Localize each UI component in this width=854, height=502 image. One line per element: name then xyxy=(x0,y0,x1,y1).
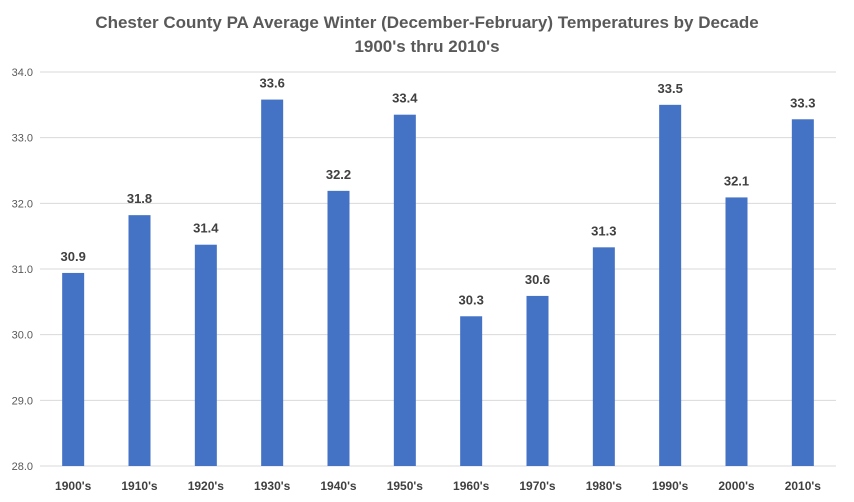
bar xyxy=(128,215,151,466)
x-tick-label: 2010's xyxy=(785,479,822,493)
y-tick-label: 32.0 xyxy=(12,198,33,210)
x-tick-label: 1930's xyxy=(254,479,291,493)
chart-subtitle: 1900's thru 2010's xyxy=(354,37,500,56)
x-tick-label: 1970's xyxy=(519,479,556,493)
data-label: 32.1 xyxy=(724,173,749,188)
bar xyxy=(194,244,217,466)
x-tick-label: 1900's xyxy=(55,479,92,493)
x-tick-label: 1950's xyxy=(387,479,424,493)
data-label: 33.6 xyxy=(260,76,285,91)
bar xyxy=(327,190,350,466)
data-label: 31.3 xyxy=(591,223,616,238)
bar xyxy=(460,316,483,466)
x-tick-label: 1920's xyxy=(188,479,225,493)
x-tick-label: 1980's xyxy=(586,479,623,493)
data-label: 30.9 xyxy=(61,249,86,264)
y-tick-label: 34.0 xyxy=(12,67,33,79)
y-tick-label: 33.0 xyxy=(12,133,33,145)
x-tick-label: 1910's xyxy=(121,479,158,493)
y-tick-label: 28.0 xyxy=(12,461,33,473)
bar xyxy=(659,104,682,466)
data-label: 30.6 xyxy=(525,272,550,287)
x-tick-label: 1940's xyxy=(320,479,357,493)
y-tick-label: 31.0 xyxy=(12,264,33,276)
bar xyxy=(592,247,615,466)
data-label: 32.2 xyxy=(326,167,351,182)
bar xyxy=(791,119,814,466)
data-label: 30.3 xyxy=(459,292,484,307)
bar xyxy=(725,197,748,466)
data-label: 31.4 xyxy=(193,221,219,236)
data-label: 31.8 xyxy=(127,191,152,206)
bar xyxy=(62,272,85,466)
data-label: 33.3 xyxy=(790,95,815,110)
bar xyxy=(526,295,549,466)
x-tick-label: 1990's xyxy=(652,479,689,493)
bar xyxy=(393,114,416,466)
y-tick-label: 29.0 xyxy=(12,395,33,407)
x-tick-label: 2000's xyxy=(718,479,755,493)
chart-title: Chester County PA Average Winter (Decemb… xyxy=(95,13,759,32)
x-tick-label: 1960's xyxy=(453,479,490,493)
bar xyxy=(261,99,284,466)
data-label: 33.5 xyxy=(658,81,683,96)
y-tick-label: 30.0 xyxy=(12,330,33,342)
data-label: 33.4 xyxy=(392,91,418,106)
